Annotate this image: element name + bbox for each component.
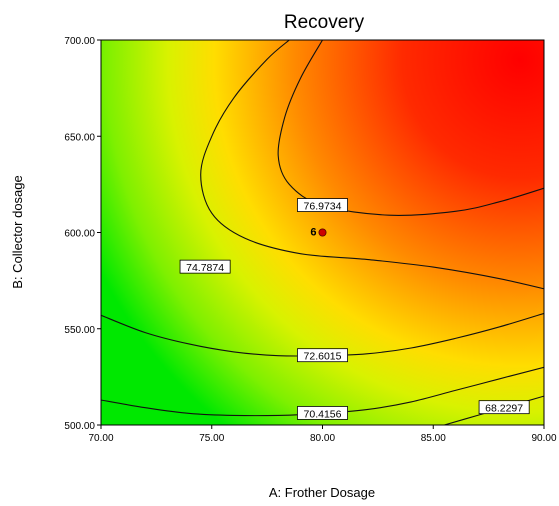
design-point-marker [318, 228, 327, 237]
contour-line [200, 40, 544, 290]
y-tick-label: 550.00 [64, 325, 95, 336]
y-tick-label: 600.00 [64, 229, 95, 240]
contour-label: 72.6015 [304, 351, 342, 363]
design-point-label: 6 [310, 227, 316, 239]
x-tick-label: 85.00 [421, 433, 446, 444]
contour-label: 68.2297 [485, 403, 523, 415]
contour-label: 70.4156 [304, 408, 342, 420]
y-tick-label: 650.00 [64, 132, 95, 143]
y-axis-label: B: Collector dosage [10, 175, 25, 288]
contour-label-box [297, 348, 348, 363]
x-axis-label: A: Frother Dosage [269, 485, 375, 500]
y-tick-label: 700.00 [64, 36, 95, 47]
contour-label-box [179, 259, 231, 274]
chart-title: Recovery [284, 12, 365, 33]
x-tick-label: 75.00 [199, 433, 224, 444]
x-tick-label: 70.00 [88, 433, 113, 444]
contour-label-box [297, 406, 348, 420]
contour-label: 74.7874 [186, 262, 224, 274]
x-tick-label: 80.00 [310, 433, 335, 444]
contour-label-box [297, 198, 348, 212]
contour-label: 76.9734 [304, 201, 342, 213]
y-tick-label: 500.00 [64, 421, 95, 432]
x-tick-label: 90.00 [531, 433, 556, 444]
contour-label-box [478, 400, 530, 415]
